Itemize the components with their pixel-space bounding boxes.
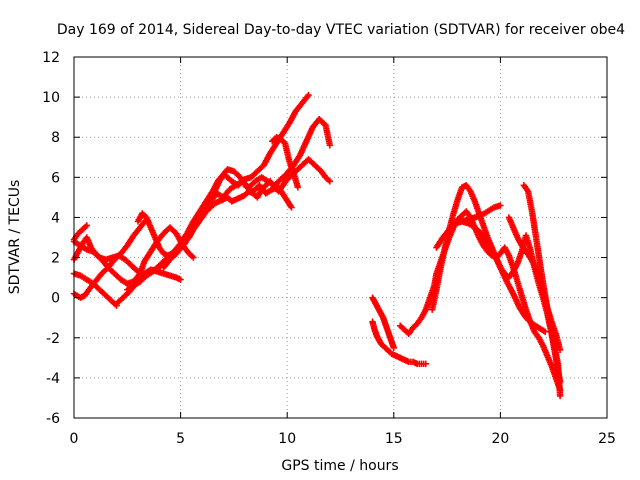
data-point	[556, 346, 564, 354]
data-point	[390, 344, 397, 352]
data-point	[288, 204, 295, 211]
data-point	[83, 222, 90, 229]
series-arc-12	[369, 294, 397, 352]
series-arc-5	[70, 270, 120, 309]
x-tick-label: 25	[598, 431, 616, 447]
x-tick-label: 15	[385, 431, 403, 447]
y-tick-label: -2	[46, 331, 60, 347]
data-point	[497, 202, 504, 209]
data-point	[326, 178, 334, 185]
x-tick-label: 10	[278, 431, 296, 447]
y-tick-label: 4	[51, 210, 60, 226]
x-tick-label: 5	[176, 431, 185, 447]
data-point	[177, 276, 184, 283]
plot-frame	[73, 56, 608, 419]
data-point	[326, 142, 334, 149]
chart-title: Day 169 of 2014, Sidereal Day-to-day VTE…	[57, 22, 625, 38]
data-point	[190, 254, 197, 261]
data-point	[556, 392, 564, 400]
data-point	[422, 360, 429, 368]
y-tick-label: -6	[46, 411, 60, 427]
y-tick-label: 8	[51, 130, 60, 146]
y-tick-label: -4	[46, 371, 60, 387]
y-tick-label: 2	[51, 251, 60, 267]
data-point	[305, 91, 312, 99]
y-tick-label: 0	[51, 291, 60, 307]
y-ticks: -6 -4 -2 0 2 4 6 8 10 12	[42, 50, 607, 427]
y-axis-label: SDTVAR / TECUs	[7, 180, 23, 295]
data-point	[541, 328, 549, 335]
series-arc-10	[269, 134, 302, 191]
series-arc-7	[124, 115, 334, 293]
x-tick-label: 20	[491, 431, 509, 447]
series-arc-9	[160, 166, 295, 271]
y-tick-label: 12	[42, 50, 60, 66]
series-arc-11	[369, 318, 429, 368]
data-point	[294, 184, 302, 191]
series-arc-16	[458, 202, 504, 225]
series-arc-15	[433, 218, 549, 335]
data-points	[70, 91, 564, 400]
x-ticks: 0 5 10 15 20 25	[70, 57, 616, 447]
x-axis-label: GPS time / hours	[281, 458, 398, 474]
y-tick-label: 6	[51, 170, 60, 186]
x-tick-label: 0	[70, 431, 79, 447]
series-arc-18	[505, 214, 564, 354]
y-tick-label: 10	[42, 90, 60, 106]
